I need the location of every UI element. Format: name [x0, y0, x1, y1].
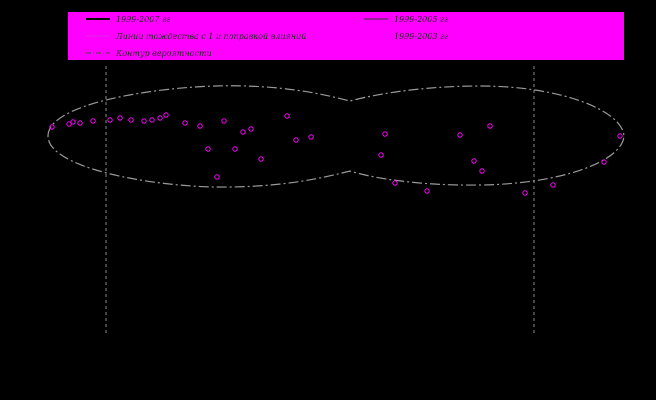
data-point: [163, 112, 169, 118]
data-point: [424, 188, 430, 194]
data-point: [182, 120, 188, 126]
data-point: [157, 115, 163, 121]
data-point: [107, 117, 113, 123]
data-point: [457, 132, 463, 138]
data-point: [141, 118, 147, 124]
data-point: [232, 146, 238, 152]
data-point: [378, 152, 384, 158]
data-point: [479, 168, 485, 174]
data-point: [293, 137, 299, 143]
legend-label-1999-2003: 1999-2003 гг: [394, 32, 448, 41]
data-point: [197, 123, 203, 129]
data-point: [487, 123, 493, 129]
vertical-reference-lines: [105, 66, 535, 334]
legend-label-probability-contour: Контур вероятности: [115, 49, 212, 58]
legend: 1999-2007 гг 1999-2005 гг Линии тождеств…: [68, 12, 624, 60]
data-point: [240, 129, 246, 135]
data-point: [471, 158, 477, 164]
legend-box: [68, 12, 624, 60]
data-point: [522, 190, 528, 196]
scatter-points: [49, 112, 623, 196]
data-point: [90, 118, 96, 124]
legend-label-identity-lines: Линии тождества с 1 и поправкой влияний: [115, 32, 306, 41]
data-point: [248, 126, 254, 132]
data-point: [308, 134, 314, 140]
data-point: [221, 118, 227, 124]
data-point: [205, 146, 211, 152]
data-point: [392, 180, 398, 186]
data-point: [70, 119, 76, 125]
data-point: [117, 115, 123, 121]
data-point: [149, 117, 155, 123]
data-point: [49, 124, 55, 130]
data-point: [617, 133, 623, 139]
data-point: [214, 174, 220, 180]
data-point: [77, 120, 83, 126]
data-point: [128, 117, 134, 123]
legend-label-1999-2007: 1999-2007 гг: [116, 15, 170, 24]
data-point: [601, 159, 607, 165]
data-point: [284, 113, 290, 119]
data-point: [258, 156, 264, 162]
data-point: [382, 131, 388, 137]
probability-contour: [47, 85, 625, 188]
legend-label-1999-2005: 1999-2005 гг: [394, 15, 448, 24]
data-point: [550, 182, 556, 188]
